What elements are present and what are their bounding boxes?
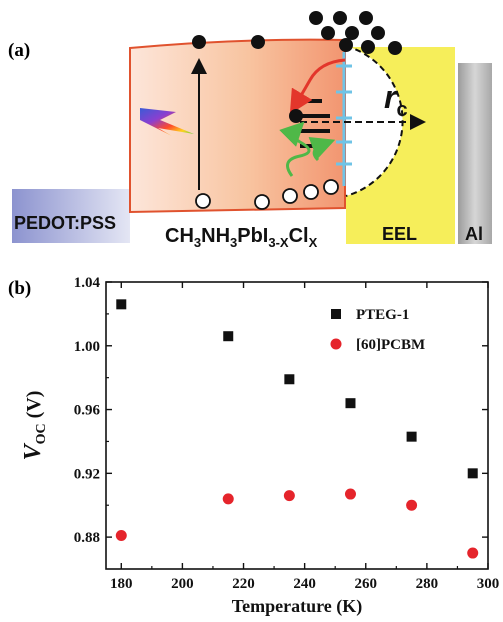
x-tick-label: 220 bbox=[232, 576, 255, 592]
y-tick-label: 0.92 bbox=[74, 466, 100, 482]
data-point--60-pcbm bbox=[222, 493, 234, 505]
interface-ticks bbox=[336, 64, 352, 166]
eel-label: EEL bbox=[382, 224, 417, 244]
data-point--60-pcbm bbox=[283, 490, 295, 502]
trapping-arrow bbox=[289, 58, 346, 115]
recombination-arrow-2 bbox=[308, 136, 336, 162]
pedot-layer bbox=[12, 189, 130, 243]
rc-label: rc bbox=[384, 79, 408, 121]
light-icon bbox=[140, 108, 194, 136]
legend-label: [60]PCBM bbox=[356, 337, 425, 353]
holes bbox=[195, 179, 339, 210]
al-label: Al bbox=[465, 224, 483, 244]
data-point-pteg-1 bbox=[223, 331, 234, 342]
y-axis-title: VOC (V) bbox=[20, 391, 49, 461]
x-tick-label: 280 bbox=[416, 576, 439, 592]
electrons bbox=[192, 11, 402, 123]
panel-a-label: (a) bbox=[8, 40, 30, 61]
data-point--60-pcbm bbox=[406, 499, 418, 511]
x-axis-title: Temperature (K) bbox=[232, 596, 362, 617]
y-tick-label: 0.88 bbox=[74, 530, 100, 546]
legend-marker bbox=[330, 338, 342, 350]
pedot-label: PEDOT:PSS bbox=[14, 213, 116, 233]
x-tick-label: 180 bbox=[110, 576, 133, 592]
legend-marker bbox=[331, 309, 341, 319]
x-tick-label: 260 bbox=[355, 576, 378, 592]
x-tick-label: 300 bbox=[477, 576, 500, 592]
plot-frame bbox=[105, 281, 489, 570]
y-tick-label: 0.96 bbox=[74, 403, 101, 419]
data-point--60-pcbm bbox=[467, 547, 479, 559]
voc-temperature-chart: 180 200 220 240 260 280 300 0.88 0.92 0.96 1.00 1.0… bbox=[20, 275, 499, 617]
data-point--60-pcbm bbox=[344, 488, 356, 500]
x-tick-label: 200 bbox=[171, 576, 194, 592]
data-point-pteg-1 bbox=[116, 299, 127, 310]
perovskite-label: CH3NH3PbI3-XClX bbox=[165, 225, 318, 250]
data-point-pteg-1 bbox=[345, 398, 356, 409]
al-layer bbox=[458, 63, 492, 244]
data-point-pteg-1 bbox=[406, 431, 417, 442]
x-tick-label: 240 bbox=[293, 576, 316, 592]
panel-b-label: (b) bbox=[8, 278, 31, 299]
data-point-pteg-1 bbox=[284, 374, 295, 385]
legend-label: PTEG-1 bbox=[356, 307, 409, 323]
y-tick-label: 1.00 bbox=[74, 339, 100, 355]
data-point--60-pcbm bbox=[115, 530, 127, 542]
y-tick-label: 1.04 bbox=[74, 275, 101, 291]
data-point-pteg-1 bbox=[467, 468, 478, 479]
